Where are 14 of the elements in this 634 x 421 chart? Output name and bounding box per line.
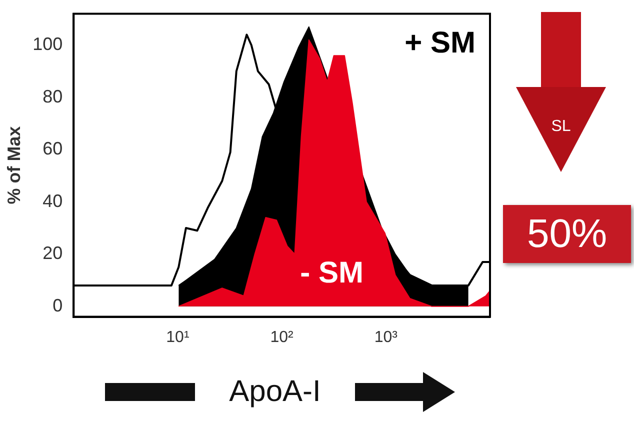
y-axis-title: % of Max	[4, 126, 24, 204]
text: SL	[550, 118, 572, 136]
text: + SM	[404, 26, 476, 60]
series-label: - SM	[300, 256, 364, 290]
y-tick-label: 40	[42, 190, 63, 211]
y-tick-label: 60	[42, 138, 63, 159]
y-tick-label: 80	[42, 86, 63, 106]
y-tick-label: 20	[42, 243, 63, 264]
x-axis-title: ApoA-I	[195, 374, 355, 410]
y-tick-label: 100	[32, 34, 63, 54]
x-tick-label: 10³	[374, 328, 398, 346]
x-tick-label: 10²	[270, 328, 294, 346]
y-tick-label: 0	[52, 295, 63, 316]
x-tick-label: 10¹	[166, 328, 190, 346]
